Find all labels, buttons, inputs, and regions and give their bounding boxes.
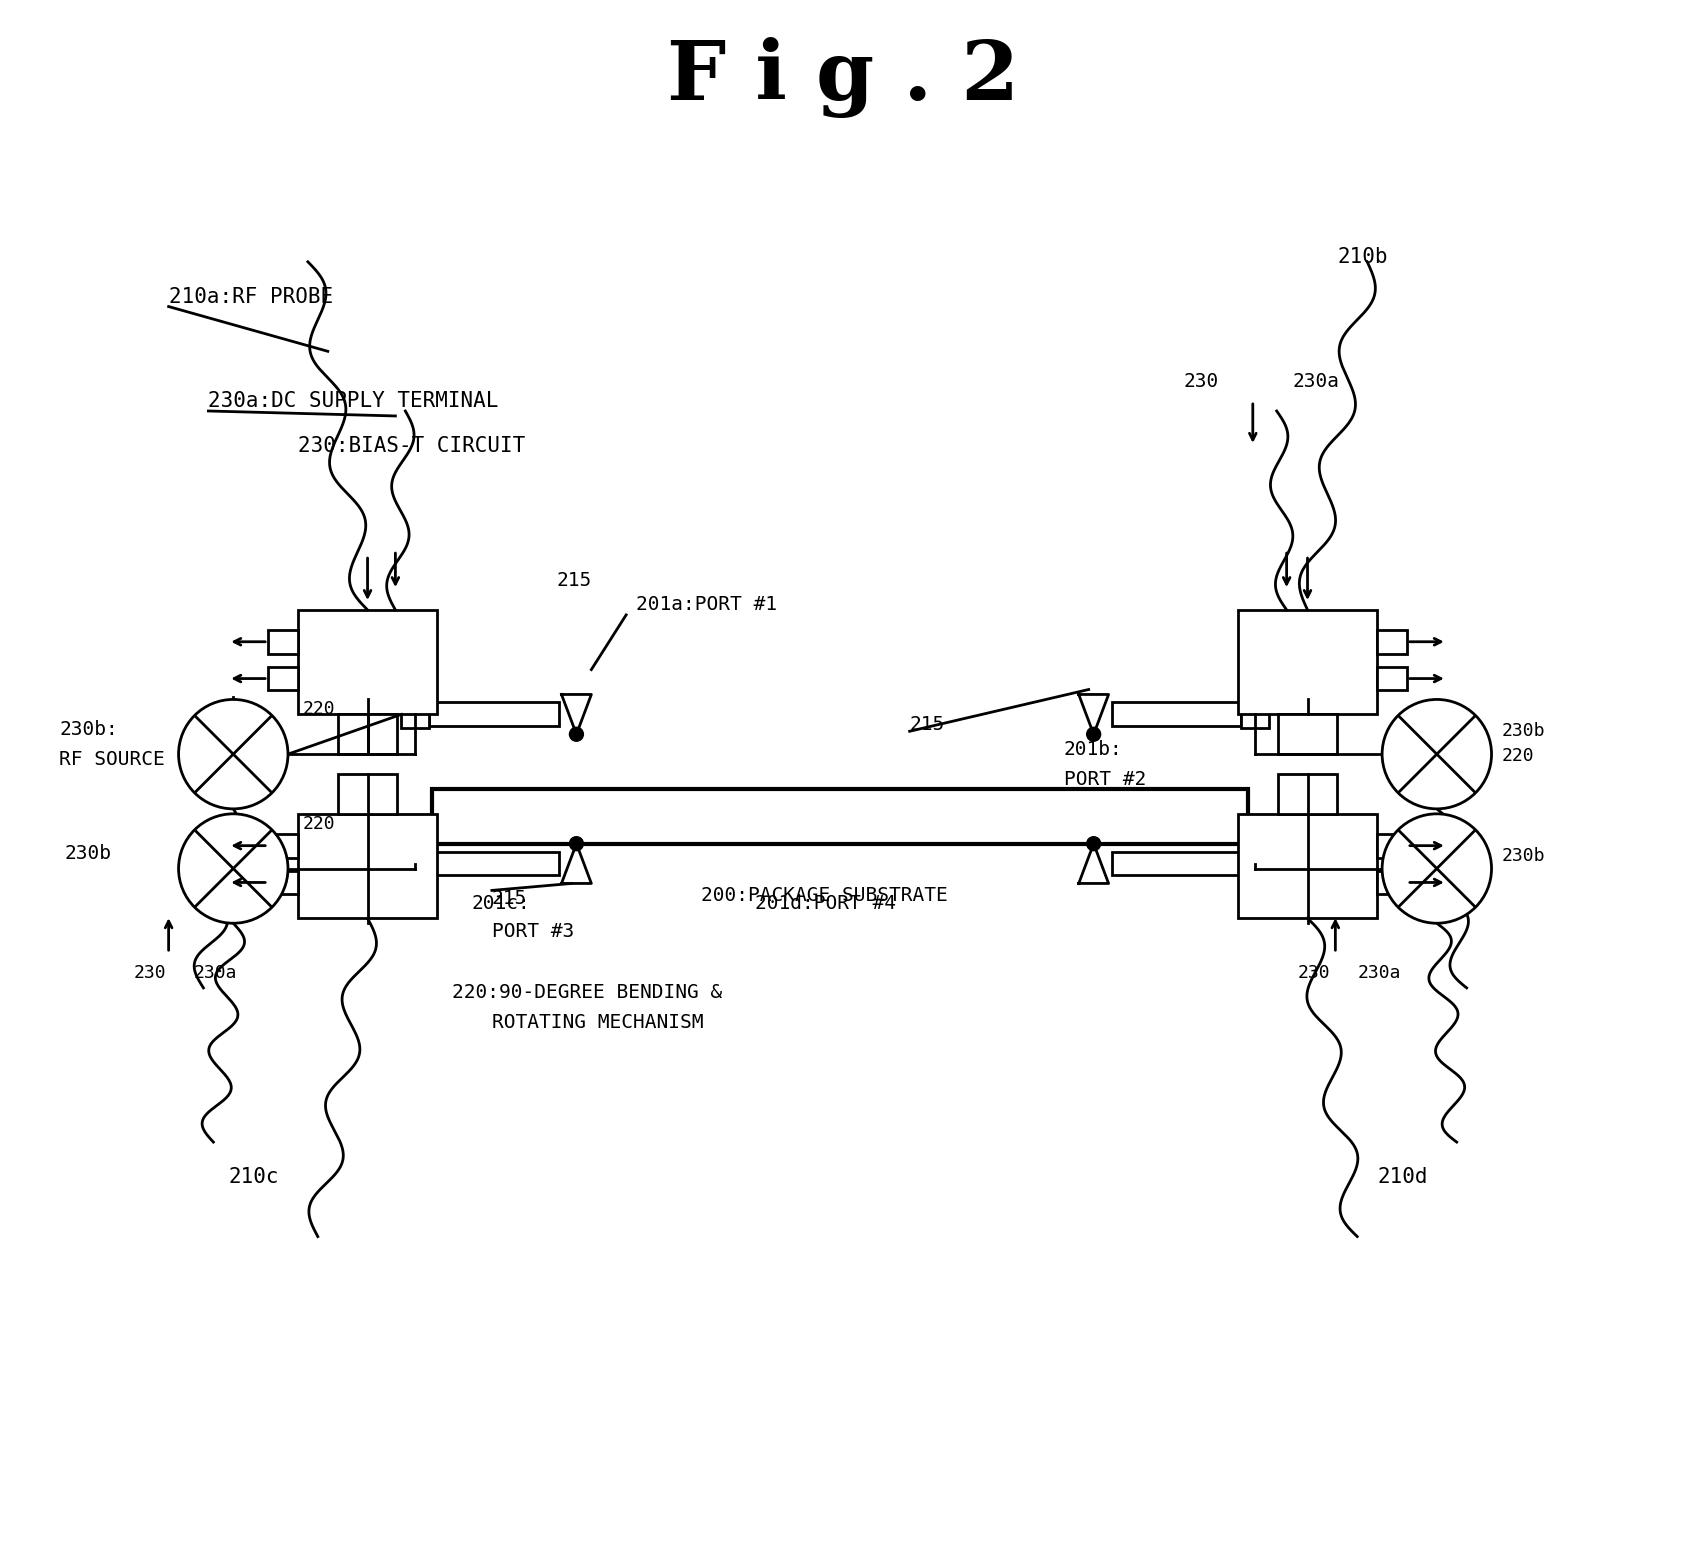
Text: 230a: 230a <box>1358 963 1400 982</box>
Bar <box>1277 715 1338 754</box>
Text: 215: 215 <box>909 715 945 734</box>
Text: 230b: 230b <box>64 845 111 863</box>
Text: 201b:: 201b: <box>1064 740 1122 759</box>
Circle shape <box>570 837 584 851</box>
Bar <box>1242 849 1269 877</box>
Bar <box>1112 852 1242 876</box>
Bar <box>1377 871 1407 895</box>
Text: 230:BIAS-T CIRCUIT: 230:BIAS-T CIRCUIT <box>299 436 525 455</box>
Text: 230a:DC SUPPLY TERMINAL: 230a:DC SUPPLY TERMINAL <box>209 391 499 411</box>
Text: 210c: 210c <box>228 1167 278 1187</box>
Bar <box>432 788 1248 843</box>
Bar <box>1242 701 1269 729</box>
Text: 201a:PORT #1: 201a:PORT #1 <box>636 596 778 615</box>
Bar <box>1377 834 1407 857</box>
Bar <box>402 849 428 877</box>
Text: 220: 220 <box>304 701 336 718</box>
Bar <box>1277 774 1338 813</box>
Text: F i g . 2: F i g . 2 <box>666 38 1019 119</box>
Bar <box>1112 702 1242 726</box>
Text: 230: 230 <box>133 963 167 982</box>
Text: 210b: 210b <box>1338 247 1388 267</box>
Text: 230a: 230a <box>1292 372 1339 391</box>
Bar <box>428 852 558 876</box>
Text: 215: 215 <box>493 888 526 907</box>
Circle shape <box>1086 727 1100 741</box>
Bar <box>1377 666 1407 690</box>
Circle shape <box>1086 837 1100 851</box>
Text: 230: 230 <box>1183 372 1218 391</box>
Circle shape <box>570 727 584 741</box>
Text: 230a: 230a <box>194 963 236 982</box>
Bar <box>337 774 398 813</box>
Text: 220: 220 <box>1501 748 1533 765</box>
Bar <box>268 834 299 857</box>
Bar <box>402 701 428 729</box>
Text: 230b:: 230b: <box>59 719 118 738</box>
Text: RF SOURCE: RF SOURCE <box>59 749 165 768</box>
Bar <box>299 610 437 715</box>
Text: 230b: 230b <box>1501 846 1545 865</box>
Text: 220: 220 <box>304 815 336 832</box>
Bar <box>1377 630 1407 654</box>
Circle shape <box>179 699 288 809</box>
Circle shape <box>1382 699 1491 809</box>
Text: PORT #3: PORT #3 <box>493 921 574 940</box>
Bar <box>1238 610 1377 715</box>
Text: 230b: 230b <box>1501 723 1545 740</box>
Bar <box>428 702 558 726</box>
Text: 201d:PORT #4: 201d:PORT #4 <box>756 895 896 913</box>
Bar <box>1238 813 1377 918</box>
Text: 210d: 210d <box>1377 1167 1427 1187</box>
Bar <box>268 871 299 895</box>
Bar <box>268 666 299 690</box>
Bar <box>337 715 398 754</box>
Text: 230: 230 <box>1297 963 1329 982</box>
Text: 220:90-DEGREE BENDING &: 220:90-DEGREE BENDING & <box>452 984 722 1003</box>
Text: PORT #2: PORT #2 <box>1064 769 1145 788</box>
Text: 215: 215 <box>557 571 592 590</box>
Circle shape <box>179 813 288 923</box>
Text: ROTATING MECHANISM: ROTATING MECHANISM <box>493 1013 703 1032</box>
Text: 210a:RF PROBE: 210a:RF PROBE <box>169 286 332 307</box>
Bar <box>268 630 299 654</box>
Bar <box>299 813 437 918</box>
Circle shape <box>1382 813 1491 923</box>
Text: 201c:: 201c: <box>472 895 531 913</box>
Text: 200:PACKAGE SUBSTRATE: 200:PACKAGE SUBSTRATE <box>700 885 948 906</box>
